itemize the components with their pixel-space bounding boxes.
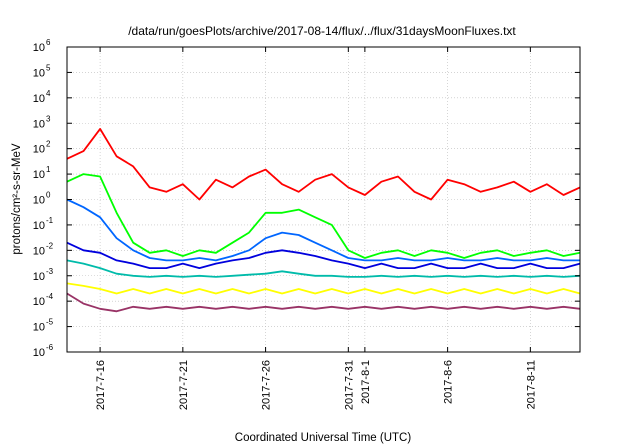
y-tick-exponent: -2 [46, 241, 54, 250]
y-tick-exponent: 0 [46, 191, 51, 200]
y-tick-exponent: -3 [46, 267, 54, 276]
y-tick-label: 10 [33, 195, 45, 207]
series-line-7 [66, 292, 581, 313]
y-tick-label: 10 [33, 296, 45, 308]
series-line-3 [66, 198, 580, 262]
y-tick-exponent: -1 [46, 216, 54, 225]
y-tick-exponent: 2 [46, 140, 51, 149]
x-tick-label: 2017-8-1 [360, 360, 372, 404]
x-tick-label: 2017-8-6 [443, 360, 455, 404]
x-tick-label: 2017-7-21 [178, 360, 190, 410]
data-series [66, 127, 581, 313]
y-axis-ticks: 10 -610 -510 -410 -310 -210 -110 010 110 210 310 41… [33, 38, 580, 359]
x-tick-label: 2017-7-16 [95, 360, 107, 410]
x-tick-label: 2017-7-31 [343, 360, 355, 410]
y-tick-exponent: 6 [46, 38, 51, 47]
x-tick-label: 2017-8-11 [525, 360, 537, 409]
series-line-5 [66, 259, 581, 278]
chart-title: /data/run/goesPlots/archive/2017-08-14/f… [128, 24, 516, 38]
y-tick-label: 10 [33, 144, 45, 156]
y-tick-label: 10 [33, 220, 45, 232]
x-axis-ticks: 2017-7-16 2017-7-21 2017-7-26 2017-7-31 2017… [95, 47, 537, 410]
y-tick-label: 10 [33, 42, 45, 54]
y-tick-label: 10 [33, 245, 45, 257]
y-tick-label: 10 [33, 93, 45, 105]
y-tick-exponent: -4 [46, 292, 54, 301]
y-tick-label: 10 [33, 169, 45, 181]
y-tick-exponent: -6 [46, 343, 54, 352]
y-tick-exponent: 3 [46, 114, 51, 123]
y-tick-exponent: 4 [46, 89, 51, 98]
x-tick-label: 2017-7-26 [261, 360, 273, 410]
y-tick-exponent: 5 [46, 63, 51, 72]
series-line-1 [66, 127, 581, 201]
y-tick-label: 10 [33, 118, 45, 130]
y-tick-exponent: 1 [46, 165, 51, 174]
series-line-2 [66, 173, 581, 259]
y-tick-label: 10 [33, 271, 45, 283]
y-tick-label: 10 [33, 67, 45, 79]
y-tick-exponent: -5 [46, 318, 54, 327]
series-line-6 [66, 282, 581, 295]
y-tick-label: 10 [33, 322, 45, 334]
x-axis-label: Coordinated Universal Time (UTC) [235, 432, 412, 444]
y-tick-label: 10 [33, 347, 45, 359]
series-line-4 [66, 241, 581, 270]
y-axis-label: protons/cm²-s-sr-MeV [11, 143, 23, 255]
